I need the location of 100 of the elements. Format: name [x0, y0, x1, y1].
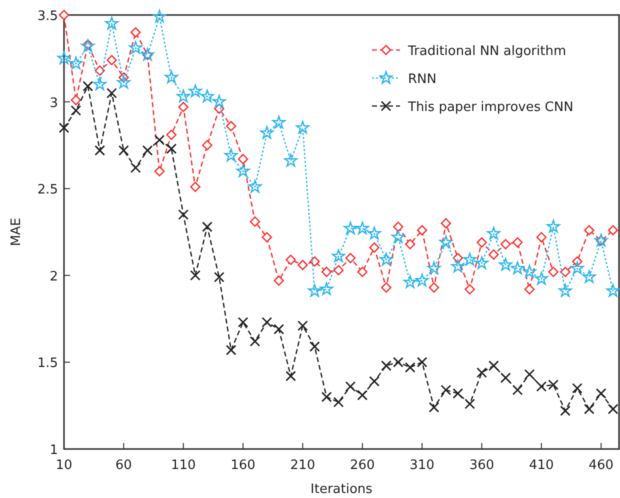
x-tick-label: 260: [350, 458, 375, 473]
x-tick-label: 360: [469, 458, 494, 473]
point: [152, 10, 166, 23]
point: [584, 225, 594, 236]
point: [81, 39, 95, 52]
point: [82, 80, 94, 92]
point: [128, 41, 142, 54]
legend-label: RNN: [408, 72, 436, 87]
y-tick-label: 1: [50, 443, 58, 458]
point: [608, 225, 618, 236]
x-tick-label: 410: [529, 458, 554, 473]
point: [106, 54, 117, 66]
point: [488, 249, 499, 260]
point: [500, 239, 511, 250]
point: [226, 120, 236, 132]
y-tick-label: 3.5: [37, 9, 58, 24]
point: [416, 225, 428, 236]
point: [570, 261, 584, 274]
point: [369, 242, 380, 253]
point: [130, 27, 141, 38]
point: [498, 258, 512, 271]
point: [130, 162, 141, 174]
point: [333, 265, 344, 276]
point: [118, 145, 129, 156]
point: [190, 182, 200, 192]
point: [606, 284, 620, 297]
point: [582, 270, 596, 283]
point: [596, 388, 606, 399]
point: [238, 317, 248, 328]
point: [451, 260, 465, 272]
point: [404, 362, 416, 373]
x-tick-label: 160: [230, 458, 256, 473]
x-tick-label: 210: [290, 458, 316, 473]
point: [345, 381, 356, 392]
x-tick-label: 310: [410, 458, 434, 473]
point: [510, 261, 524, 274]
point: [309, 256, 320, 267]
point: [357, 266, 368, 278]
point: [93, 77, 106, 90]
point: [188, 84, 202, 98]
point: [464, 398, 476, 410]
point: [58, 122, 70, 134]
point: [427, 261, 441, 274]
point: [70, 94, 82, 106]
y-tick-label: 2.5: [37, 182, 58, 198]
point: [250, 336, 260, 347]
point: [440, 218, 452, 228]
point: [202, 222, 212, 232]
point: [178, 102, 189, 112]
point: [476, 237, 487, 248]
point: [250, 216, 260, 227]
point: [452, 388, 464, 399]
point: [392, 230, 405, 243]
point: [69, 56, 83, 70]
point: [70, 105, 82, 116]
point: [320, 282, 334, 296]
point: [560, 406, 571, 416]
point: [57, 51, 71, 64]
point: [154, 134, 165, 146]
point: [178, 209, 189, 220]
x-tick-label: 460: [588, 458, 614, 473]
point: [548, 266, 559, 278]
point: [154, 166, 165, 176]
point: [608, 404, 618, 414]
point: [368, 226, 381, 240]
point: [439, 235, 453, 248]
point: [321, 266, 332, 278]
point: [404, 239, 416, 250]
point: [416, 356, 428, 368]
point: [534, 272, 548, 285]
point: [166, 143, 177, 154]
point: [164, 70, 178, 84]
point: [558, 284, 572, 297]
point: [522, 264, 536, 278]
point: [428, 402, 440, 413]
point: [309, 341, 320, 352]
point: [248, 180, 262, 193]
point: [440, 384, 452, 396]
point: [369, 376, 380, 387]
point: [224, 148, 238, 162]
point: [296, 120, 310, 134]
point: [584, 404, 594, 414]
point: [321, 392, 332, 402]
point: [105, 16, 118, 30]
point: [297, 320, 308, 331]
point: [166, 130, 177, 140]
point: [488, 360, 499, 371]
point: [262, 232, 272, 242]
point: [536, 232, 547, 242]
y-tick-label: 2: [50, 269, 58, 284]
point: [356, 222, 370, 234]
point: [403, 275, 417, 288]
x-tick-label: 10: [56, 458, 72, 473]
point: [117, 76, 130, 88]
x-tick-label: 110: [170, 458, 196, 473]
point: [380, 252, 393, 266]
point: [512, 237, 523, 248]
point: [560, 266, 570, 278]
point: [345, 252, 356, 264]
point: [475, 256, 488, 270]
